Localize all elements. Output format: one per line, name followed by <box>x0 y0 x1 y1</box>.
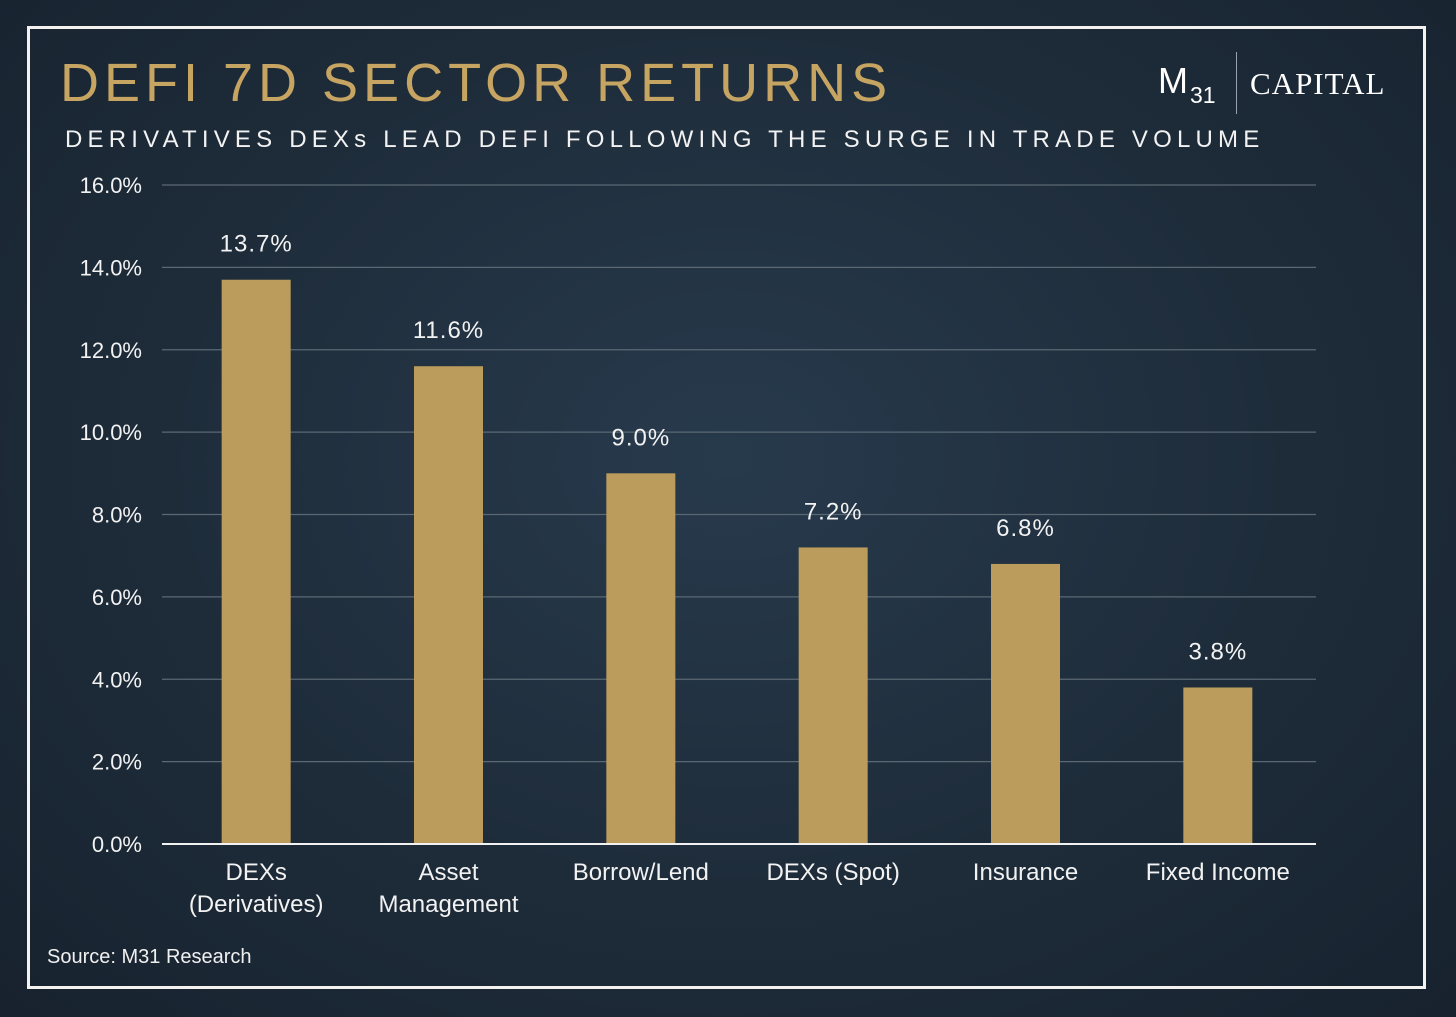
data-label: 7.2% <box>804 498 863 525</box>
logo-mark: M <box>1158 60 1188 101</box>
x-category-label: Insurance <box>973 859 1078 886</box>
x-category-label: Asset Management <box>378 859 518 918</box>
x-category-label-line: Borrow/Lend <box>573 859 709 886</box>
bar <box>221 279 291 844</box>
y-tick-label: 14.0% <box>80 255 142 280</box>
chart-frame <box>27 26 1426 989</box>
x-category-label: Fixed Income <box>1146 859 1290 886</box>
chart-title: DEFI 7D SECTOR RETURNS <box>60 53 893 113</box>
y-tick-label: 16.0% <box>80 173 142 198</box>
bar <box>991 563 1060 844</box>
y-tick-label: 2.0% <box>92 750 142 775</box>
bar <box>414 366 483 844</box>
bar <box>1183 687 1253 844</box>
data-label: 6.8% <box>996 515 1055 542</box>
bar <box>606 473 676 844</box>
data-label: 13.7% <box>220 231 293 258</box>
logo-subscript: 31 <box>1190 82 1216 108</box>
y-tick-label: 8.0% <box>92 503 142 528</box>
y-tick-label: 10.0% <box>80 420 142 445</box>
logo-divider <box>1236 52 1237 114</box>
source-note: Source: M31 Research <box>47 946 252 968</box>
y-tick-label: 6.0% <box>92 585 142 610</box>
x-category-label-line: DEXs <box>225 859 286 886</box>
x-category-label: Borrow/Lend <box>573 859 709 886</box>
m31-capital-logo: M 31 CAPITAL <box>1150 52 1400 116</box>
x-category-label-line: Fixed Income <box>1146 859 1290 886</box>
data-label: 3.8% <box>1188 638 1247 665</box>
x-category-label: DEXs (Derivatives) <box>189 859 324 918</box>
x-category-label-line: Asset <box>418 859 478 886</box>
logo-wordmark: CAPITAL <box>1250 66 1386 101</box>
x-category-label-line: (Derivatives) <box>189 891 324 918</box>
y-tick-label: 12.0% <box>80 338 142 363</box>
x-category-label-line: Management <box>378 891 518 918</box>
y-tick-label: 0.0% <box>92 832 142 857</box>
x-category-label: DEXs (Spot) <box>766 859 899 886</box>
data-label: 9.0% <box>611 424 670 451</box>
chart-subtitle: DERIVATIVES DEXs LEAD DEFI FOLLOWING THE… <box>65 126 1265 153</box>
x-category-label-line: Insurance <box>973 859 1078 886</box>
bar <box>798 547 868 844</box>
y-tick-label: 4.0% <box>92 667 142 692</box>
data-label: 11.6% <box>413 317 484 344</box>
x-category-label-line: DEXs (Spot) <box>766 859 899 886</box>
